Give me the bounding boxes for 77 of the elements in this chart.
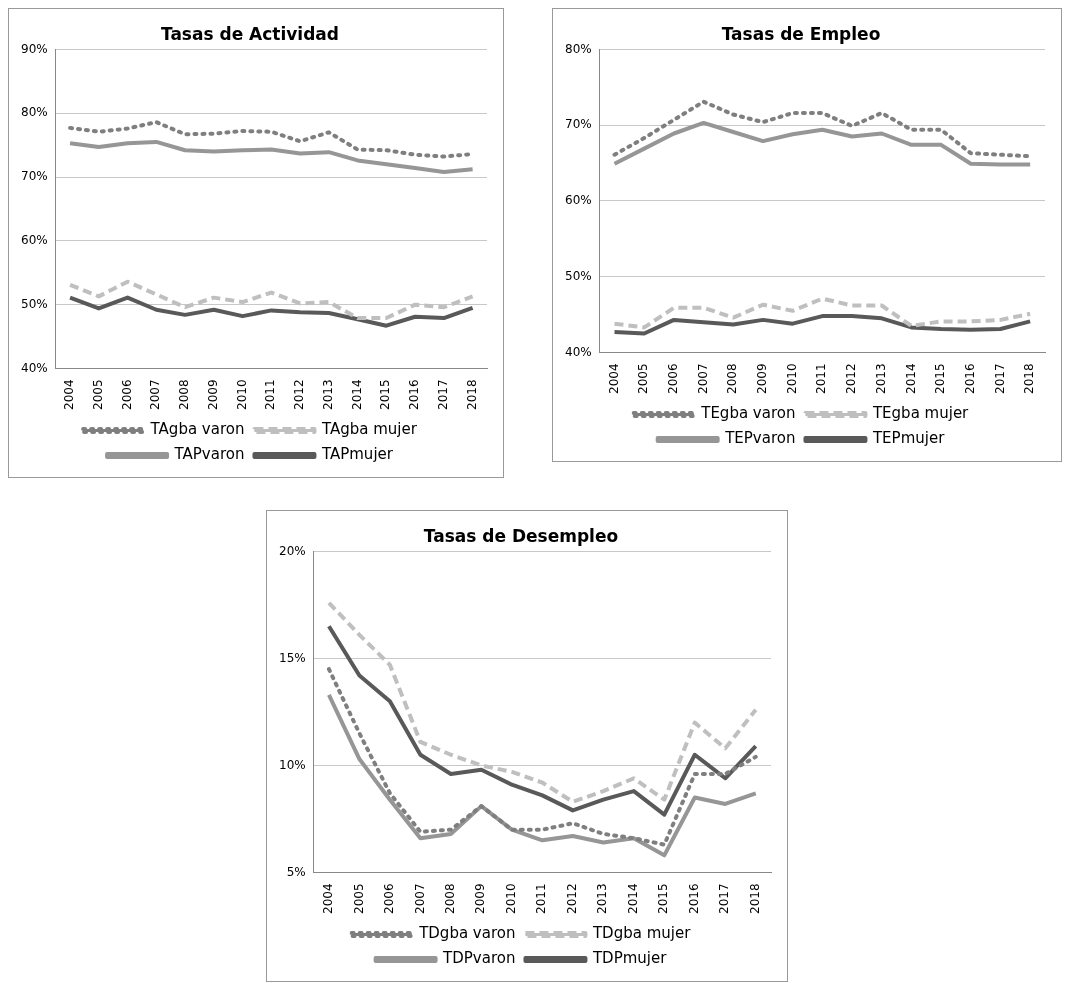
x-tick-label: 2009 xyxy=(755,363,770,395)
legend-label: TAgba mujer xyxy=(320,420,418,439)
y-tick-label: 60% xyxy=(565,193,592,208)
x-tick-label: 2005 xyxy=(90,379,105,411)
y-tick-label: 40% xyxy=(21,360,48,375)
y-tick-label: 70% xyxy=(565,117,592,132)
x-tick-label: 2007 xyxy=(695,363,710,395)
legend-label: TEPmujer xyxy=(871,429,946,448)
x-tick-label: 2007 xyxy=(148,379,163,411)
y-tick-label: 5% xyxy=(286,864,306,879)
x-tick-label: 2009 xyxy=(205,379,220,411)
x-tick-label: 2011 xyxy=(263,379,278,411)
x-tick-label: 2014 xyxy=(349,379,364,411)
x-tick-label: 2008 xyxy=(725,363,740,395)
x-tick-label: 2013 xyxy=(873,363,888,395)
x-tick-label: 2017 xyxy=(435,379,450,411)
x-tick-label: 2017 xyxy=(717,883,732,915)
legend-label: TAgba varon xyxy=(149,420,245,439)
legend-label: TEPvaron xyxy=(724,429,796,448)
x-tick-label: 2004 xyxy=(321,883,336,915)
line-series xyxy=(326,667,758,847)
x-tick-label: 2014 xyxy=(903,363,918,395)
line-series xyxy=(612,296,1033,330)
x-tick-label: 2009 xyxy=(473,883,488,915)
legend-label: TDPvaron xyxy=(442,949,516,968)
chart-title: Tasas de Actividad xyxy=(160,23,340,44)
x-tick-label: 2006 xyxy=(119,379,134,411)
x-tick-label: 2012 xyxy=(564,883,579,915)
x-tick-label: 2004 xyxy=(606,363,621,395)
x-tick-label: 2005 xyxy=(636,363,651,395)
x-tick-label: 2015 xyxy=(656,883,671,915)
legend-label: TEgba mujer xyxy=(871,404,970,423)
x-tick-label: 2016 xyxy=(962,363,977,395)
legend-label: TEgba varon xyxy=(700,404,796,423)
x-tick-label: 2010 xyxy=(503,883,518,915)
x-tick-label: 2016 xyxy=(407,379,422,411)
legend-label: TAPvaron xyxy=(173,445,245,464)
x-tick-label: 2015 xyxy=(933,363,948,395)
chart-title: Tasas de Empleo xyxy=(721,23,881,44)
x-tick-label: 2008 xyxy=(177,379,192,411)
x-tick-label: 2011 xyxy=(814,363,829,395)
x-tick-label: 2004 xyxy=(62,379,77,411)
y-tick-label: 90% xyxy=(21,41,48,56)
legend-label: TAPmujer xyxy=(320,445,394,464)
x-tick-label: 2018 xyxy=(747,883,762,915)
y-tick-label: 70% xyxy=(21,169,48,184)
legend-label: TDPmujer xyxy=(591,949,668,968)
legend-label: TDgba mujer xyxy=(591,924,692,943)
x-tick-label: 2017 xyxy=(992,363,1007,395)
y-tick-label: 50% xyxy=(21,296,48,311)
x-tick-label: 2015 xyxy=(378,379,393,411)
y-tick-label: 15% xyxy=(279,650,306,665)
y-tick-label: 50% xyxy=(565,268,592,283)
legend-label: TDgba varon xyxy=(418,924,516,943)
y-tick-label: 60% xyxy=(21,232,48,247)
x-tick-label: 2010 xyxy=(234,379,249,411)
chart-title: Tasas de Desempleo xyxy=(423,525,619,546)
x-tick-label: 2014 xyxy=(625,883,640,915)
x-tick-label: 2008 xyxy=(443,883,457,915)
x-tick-label: 2006 xyxy=(382,883,397,915)
x-tick-label: 2016 xyxy=(686,883,701,915)
x-tick-label: 2013 xyxy=(595,883,610,915)
x-tick-label: 2007 xyxy=(412,883,427,915)
y-tick-label: 20% xyxy=(279,543,306,558)
y-tick-label: 80% xyxy=(565,41,592,56)
x-tick-label: 2013 xyxy=(320,379,335,411)
x-tick-label: 2011 xyxy=(534,883,549,915)
x-tick-label: 2012 xyxy=(844,363,859,395)
y-tick-label: 80% xyxy=(21,105,48,120)
x-tick-label: 2005 xyxy=(351,883,366,915)
y-tick-label: 40% xyxy=(565,344,592,359)
y-tick-label: 10% xyxy=(279,757,306,772)
x-tick-label: 2012 xyxy=(292,379,307,411)
x-tick-label: 2018 xyxy=(1022,363,1037,395)
x-tick-label: 2006 xyxy=(666,363,681,395)
x-tick-label: 2018 xyxy=(464,379,479,411)
x-tick-label: 2010 xyxy=(784,363,799,395)
